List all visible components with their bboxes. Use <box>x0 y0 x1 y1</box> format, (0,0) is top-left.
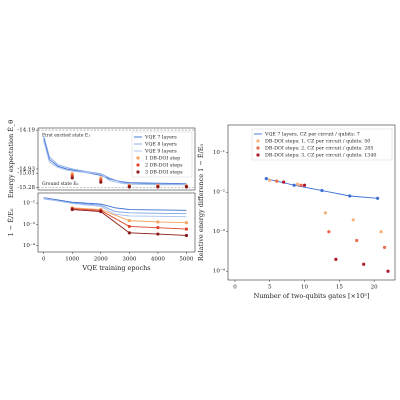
data-point <box>376 196 380 200</box>
legend-marker <box>256 153 260 157</box>
data-point <box>334 257 338 261</box>
x-tick-label: 4000 <box>151 257 165 263</box>
data-point <box>295 182 300 186</box>
data-point <box>127 219 131 223</box>
x-tick-label: 0 <box>233 285 237 291</box>
plot-frame <box>227 124 396 281</box>
data-point <box>70 207 74 212</box>
data-point <box>379 230 383 234</box>
legend-label: VQE 7 layers <box>144 135 177 141</box>
y-tick-label: -14.93 <box>17 166 35 172</box>
data-point <box>156 220 160 224</box>
data-point <box>127 224 131 229</box>
x-axis-label: VQE training epochs <box>81 264 150 272</box>
legend-marker <box>136 170 140 174</box>
annotation: First excited state E₁ <box>42 133 90 139</box>
data-point <box>184 185 189 189</box>
legend-label: DB-DOI steps: 2, CZ per circuit / qubits… <box>265 146 373 152</box>
data-point <box>299 183 303 187</box>
legend-label: VQE 8 layers <box>144 142 177 148</box>
data-point <box>327 230 331 234</box>
legend-label: 2 DB-DOI steps <box>145 163 183 169</box>
legend-marker <box>136 163 140 167</box>
y-axis-label: Energy expectation Ê_θ <box>6 120 15 198</box>
y-tick-label: 10⁻³ <box>23 221 35 228</box>
y-tick-label: -14.19 <box>17 128 35 134</box>
x-tick-label: 5 <box>268 285 272 291</box>
x-tick-label: 1000 <box>65 257 79 263</box>
legend-label: VQE 7 layers, CZ per circuit / qubits: 7 <box>264 132 360 138</box>
data-point <box>127 231 131 235</box>
data-point <box>351 218 355 222</box>
y-tick-label: 10⁻² <box>23 200 35 207</box>
series-line <box>43 141 187 186</box>
data-point <box>99 180 103 184</box>
legend-box <box>131 131 193 178</box>
series-line <box>43 197 187 211</box>
data-point <box>99 209 103 214</box>
legend-label: DB-DOI steps: 3, CZ per circuit / qubits… <box>265 153 376 159</box>
y-tick-label: -15.01 <box>17 171 35 177</box>
data-point <box>275 179 279 183</box>
legend-marker <box>136 156 140 160</box>
x-tick-label: 5000 <box>179 257 193 263</box>
plot-frame <box>37 192 196 253</box>
data-point <box>156 232 160 236</box>
x-tick-label: 20 <box>371 285 378 291</box>
legend-label: 1 DB-DOI step <box>145 156 180 162</box>
y-tick-label: 10⁻⁴ <box>23 242 36 249</box>
data-point <box>355 238 359 243</box>
data-point <box>156 226 160 230</box>
annotation: Ground state E₀ <box>42 181 79 187</box>
data-point <box>282 180 286 184</box>
data-point <box>184 233 189 238</box>
data-point <box>362 262 366 266</box>
series-line <box>43 135 187 185</box>
data-point <box>268 178 272 182</box>
y-tick-label: -15.28 <box>17 185 35 191</box>
x-tick-label: 3000 <box>122 257 136 263</box>
legend-box <box>251 128 393 161</box>
data-point <box>264 177 268 181</box>
y-tick-label: 10⁻² <box>213 189 225 196</box>
data-point <box>320 188 324 193</box>
x-tick-label: 2000 <box>94 257 108 263</box>
data-point <box>292 183 296 187</box>
y-tick-label: 10⁻¹ <box>213 149 225 156</box>
legend-label: 3 DB-DOI steps <box>145 170 183 176</box>
x-tick-label: 10 <box>301 285 308 291</box>
y-axis-label: Relative energy difference 1 − Ê/E₀ <box>196 143 205 261</box>
data-point <box>386 269 390 273</box>
legend-marker <box>256 139 260 143</box>
data-point <box>184 221 189 225</box>
legend-label: DB-DOI steps: 1, CZ per circuit / qubits… <box>265 139 370 145</box>
legend-marker <box>256 146 260 150</box>
data-point <box>156 185 160 189</box>
x-tick-label: 15 <box>336 285 343 291</box>
data-point <box>127 185 131 189</box>
data-point <box>184 227 189 231</box>
y-tick-label: 10⁻³ <box>213 228 225 235</box>
y-tick-label: 10⁻⁴ <box>213 268 226 275</box>
data-point <box>348 194 352 198</box>
x-axis-label: Number of two-qubits gates [×10⁵] <box>254 292 370 300</box>
y-axis-label: 1 − Ê/E₀ <box>6 208 15 236</box>
legend-label: VQE 9 layers <box>144 149 177 155</box>
series-line <box>43 197 187 218</box>
data-point <box>382 245 387 250</box>
series-line <box>43 198 187 215</box>
data-point <box>302 183 307 187</box>
data-point <box>70 176 74 180</box>
plot-frame <box>37 127 196 191</box>
series-line <box>43 138 187 185</box>
x-tick-label: 0 <box>42 257 46 263</box>
data-point <box>323 211 328 215</box>
